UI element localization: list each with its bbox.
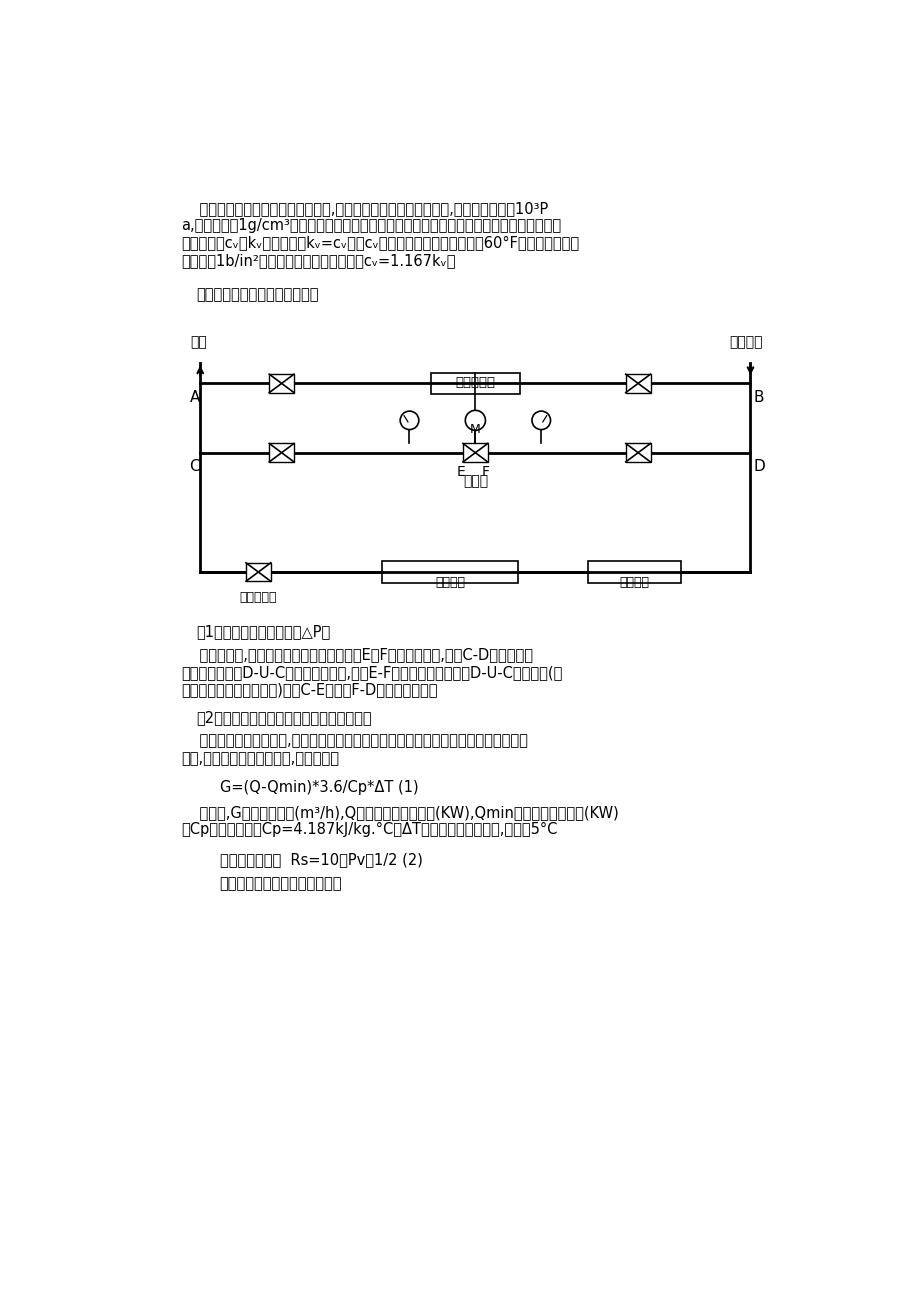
Text: E: E [456, 465, 465, 479]
Text: 调节阀: 调节阀 [462, 474, 487, 488]
Text: F: F [481, 465, 489, 479]
Text: 方式通常有cᵥ和kᵥ两种，其中kᵥ=cᵥ，而cᵥ是指当调节阀全开时，流通60°F的清水，阀两端: 方式通常有cᵥ和kᵥ两种，其中kᵥ=cᵥ，而cᵥ是指当调节阀全开时，流通60°F… [181, 236, 578, 250]
Text: 压差控制器: 压差控制器 [455, 376, 494, 389]
Text: 电动二通阀: 电动二通阀 [239, 591, 277, 604]
Circle shape [400, 411, 418, 430]
Bar [382, 561, 517, 583]
Text: 水泵: 水泵 [190, 335, 207, 349]
Text: a,流体密度为1g/cm³时，每小时流经调节阀的流体的立方米数。进口调节阀流通能力的表示: a,流体密度为1g/cm³时，每小时流经调节阀的流体的立方米数。进口调节阀流通能… [181, 219, 561, 233]
Text: 管路阻力: 管路阻力 [435, 575, 465, 589]
Text: B: B [753, 389, 764, 405]
Text: 冷水机组: 冷水机组 [729, 335, 762, 349]
Text: 即可算出调节阀的旁通最小流量: 即可算出调节阀的旁通最小流量 [220, 876, 342, 892]
Bar [625, 444, 650, 462]
Text: 根据实际可调比  Rs=10（Pv）1/2 (2): 根据实际可调比 Rs=10（Pv）1/2 (2) [220, 852, 422, 867]
Text: M: M [470, 423, 481, 436]
Bar [430, 372, 519, 395]
Circle shape [531, 411, 550, 430]
Bar [462, 444, 487, 462]
Text: 公式中,G为流量单位为(m³/h),Q为冷水机组的制冷量(KW),Qmin空调系统最小负荷(KW): 公式中,G为流量单位为(m³/h),Q为冷水机组的制冷量(KW),Qmin空调系… [181, 805, 618, 820]
Text: （2）计算调节阀需要旁通的最大和最小流量: （2）计算调节阀需要旁通的最大和最小流量 [196, 711, 371, 725]
Text: ，Cp为水的比热，Cp=4.187kJ/kg.°C，ΔT为冷冻水供回水温差,一般为5°C: ，Cp为水的比热，Cp=4.187kJ/kg.°C，ΔT为冷冻水供回水温差,一般… [181, 823, 557, 837]
Text: 流量,从而确定最大旁通流量,其公式为：: 流量,从而确定最大旁通流量,其公式为： [181, 751, 338, 766]
Text: 经过末端用户的D-U-C管路的阻力相当,所以E-F之间的压差值应等于D-U-C管路压差(指: 经过末端用户的D-U-C管路的阻力相当,所以E-F之间的压差值应等于D-U-C管… [181, 665, 562, 680]
Text: 调节阀的尺寸由其流通能力所决定,流通能力是指当调节阀全开时,阀两端压力降为10³P: 调节阀的尺寸由其流通能力所决定,流通能力是指当调节阀全开时,阀两端压力降为10³… [181, 201, 548, 216]
Text: 末端用户最不利环路压差)减去C-E管段和F-D管段的压差值。: 末端用户最不利环路压差)减去C-E管段和F-D管段的压差值。 [181, 682, 437, 697]
Bar [269, 444, 294, 462]
Bar [587, 561, 680, 583]
Text: 压力降为1b/in²时每分钟流过阀门的流量，cᵥ=1.167kᵥ。: 压力降为1b/in²时每分钟流过阀门的流量，cᵥ=1.167kᵥ。 [181, 253, 455, 268]
Circle shape [465, 410, 485, 431]
Text: 对于单机组空调机系统,根据末端用户实际使用的最低负荷就可以确定最小负荷所需的: 对于单机组空调机系统,根据末端用户实际使用的最低负荷就可以确定最小负荷所需的 [181, 733, 528, 749]
Text: D: D [753, 458, 765, 474]
Text: 如上图所示,作用在调节阀上的压差值就是E和F之间的压差值,由于C-D旁通管路与: 如上图所示,作用在调节阀上的压差值就是E和F之间的压差值,由于C-D旁通管路与 [181, 647, 532, 663]
Text: 末端用户: 末端用户 [618, 575, 649, 589]
Text: 压差旁通调节装置示意图如下：: 压差旁通调节装置示意图如下： [196, 288, 319, 302]
Bar [625, 374, 650, 393]
Bar [269, 374, 294, 393]
Text: （1）确定调节阀压差值（△P）: （1）确定调节阀压差值（△P） [196, 625, 330, 639]
Text: G=(Q-Qmin)*3.6/Cp*ΔT (1): G=(Q-Qmin)*3.6/Cp*ΔT (1) [220, 780, 418, 796]
Text: A: A [189, 389, 199, 405]
Text: C: C [189, 458, 199, 474]
Bar [245, 562, 270, 581]
